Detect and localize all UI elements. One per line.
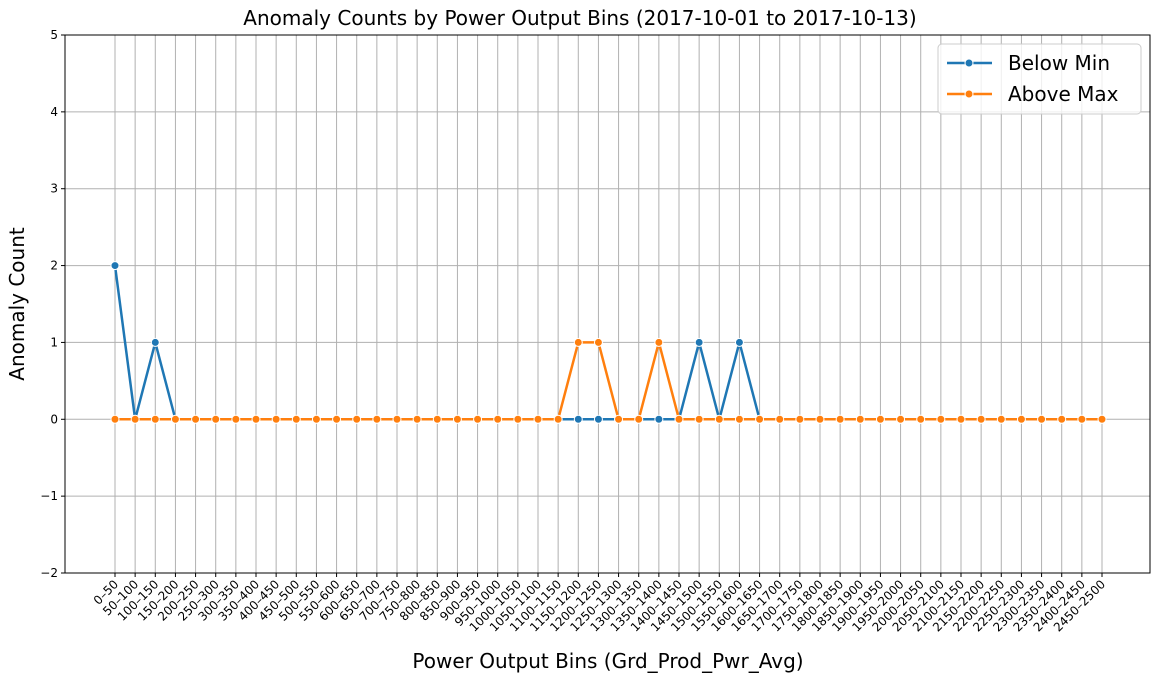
data-point (332, 414, 342, 424)
data-point (795, 414, 805, 424)
data-point (493, 414, 503, 424)
legend-label: Above Max (1008, 82, 1119, 106)
y-tick-label: −2 (40, 566, 58, 580)
y-axis-label: Anomaly Count (5, 227, 29, 381)
data-point (150, 414, 160, 424)
data-point (916, 414, 926, 424)
data-point (755, 414, 765, 424)
data-point (976, 414, 986, 424)
legend-label: Below Min (1008, 51, 1110, 75)
y-tick-label: 0 (50, 412, 58, 426)
data-point (775, 414, 785, 424)
legend-box (937, 43, 1142, 115)
data-point (875, 414, 885, 424)
data-point (412, 414, 422, 424)
y-tick-label: −1 (40, 489, 58, 503)
data-point (1057, 414, 1067, 424)
data-point (654, 337, 664, 347)
y-tick-label: 5 (50, 28, 58, 42)
series-layer (110, 261, 1107, 424)
y-tick-label: 2 (50, 259, 58, 273)
legend-marker (964, 58, 974, 68)
data-point (1097, 414, 1107, 424)
data-point (473, 414, 483, 424)
legend: Below Min Above Max (937, 43, 1142, 115)
data-point (352, 414, 362, 424)
data-point (211, 414, 221, 424)
chart-title: Anomaly Counts by Power Output Bins (201… (243, 6, 916, 30)
data-point (1037, 414, 1047, 424)
data-point (815, 414, 825, 424)
data-point (170, 414, 180, 424)
data-point (372, 414, 382, 424)
data-point (432, 414, 442, 424)
data-point (110, 261, 120, 271)
data-point (1077, 414, 1087, 424)
data-point (855, 414, 865, 424)
data-point (553, 414, 563, 424)
data-point (513, 414, 523, 424)
series-line (115, 341, 1102, 421)
y-tick-label: 4 (50, 105, 58, 119)
data-point (392, 414, 402, 424)
legend-item: Above Max (947, 82, 1119, 106)
data-point (593, 337, 603, 347)
data-point (956, 414, 966, 424)
data-point (271, 414, 281, 424)
data-point (231, 414, 241, 424)
data-point (130, 414, 140, 424)
data-point (191, 414, 201, 424)
data-point (674, 414, 684, 424)
data-point (835, 414, 845, 424)
series-2 (110, 337, 1107, 424)
data-point (110, 414, 120, 424)
grid-layer (65, 34, 1150, 574)
data-point (694, 414, 704, 424)
data-point (573, 337, 583, 347)
y-axis: −2 −1 0 1 2 3 4 5 (40, 28, 65, 580)
legend-marker (964, 89, 974, 99)
x-axis-label: Power Output Bins (Grd_Prod_Pwr_Avg) (412, 649, 803, 673)
data-point (291, 414, 301, 424)
data-point (654, 414, 664, 424)
data-point (734, 414, 744, 424)
y-tick-label: 1 (50, 335, 58, 349)
data-point (150, 337, 160, 347)
legend-item: Below Min (947, 51, 1110, 75)
data-point (311, 414, 321, 424)
data-point (634, 414, 644, 424)
data-point (996, 414, 1006, 424)
data-point (614, 414, 624, 424)
data-point (896, 414, 906, 424)
data-point (694, 337, 704, 347)
data-point (251, 414, 261, 424)
data-point (734, 337, 744, 347)
y-tick-label: 3 (50, 182, 58, 196)
data-point (714, 414, 724, 424)
data-point (936, 414, 946, 424)
data-point (452, 414, 462, 424)
data-point (533, 414, 543, 424)
data-point (573, 414, 583, 424)
data-point (1016, 414, 1026, 424)
data-point (593, 414, 603, 424)
x-axis: 0–5050–100100–150150–200200–250250–30030… (91, 573, 1108, 635)
plot-frame (64, 34, 1151, 574)
